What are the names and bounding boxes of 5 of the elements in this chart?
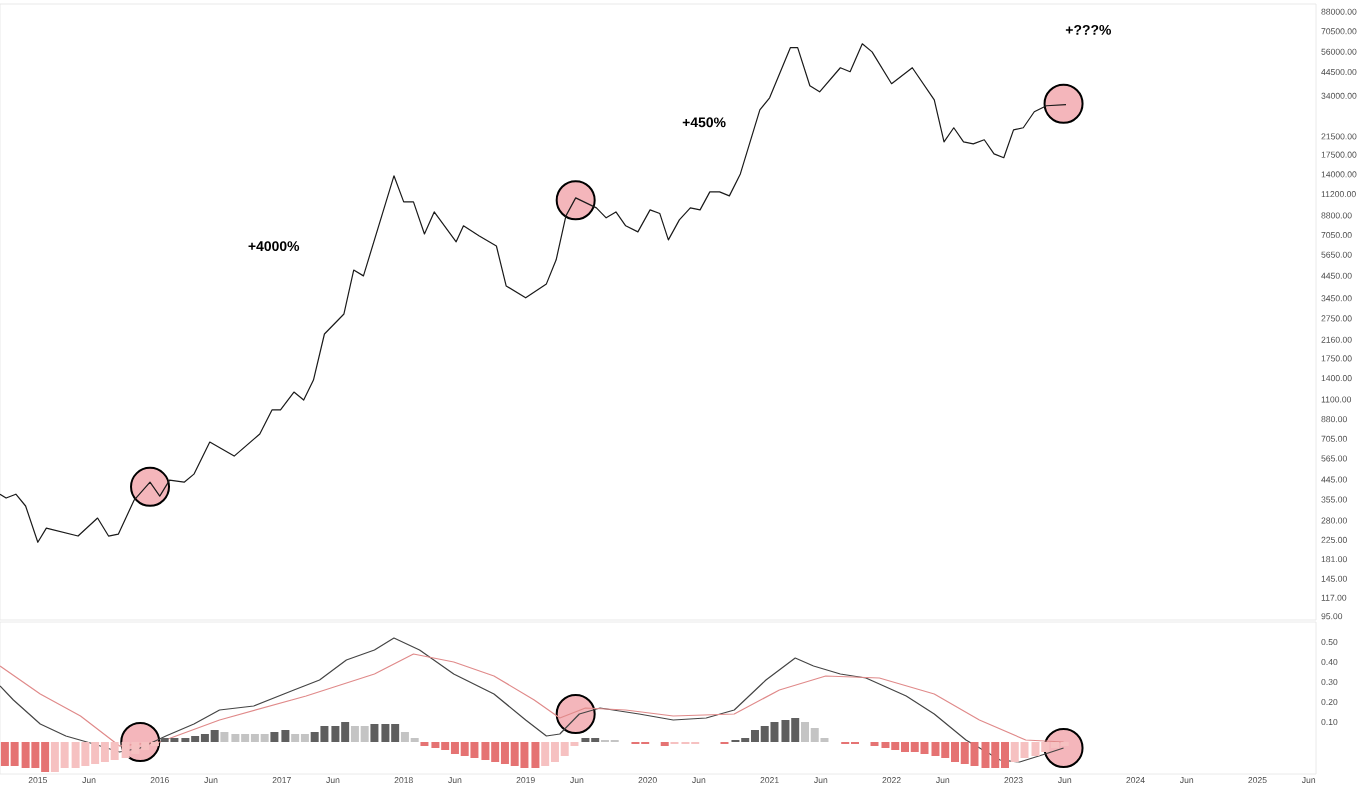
point [555, 694, 596, 734]
point [1043, 728, 1084, 768]
point [130, 466, 171, 507]
point [555, 180, 596, 221]
point [1043, 83, 1084, 124]
